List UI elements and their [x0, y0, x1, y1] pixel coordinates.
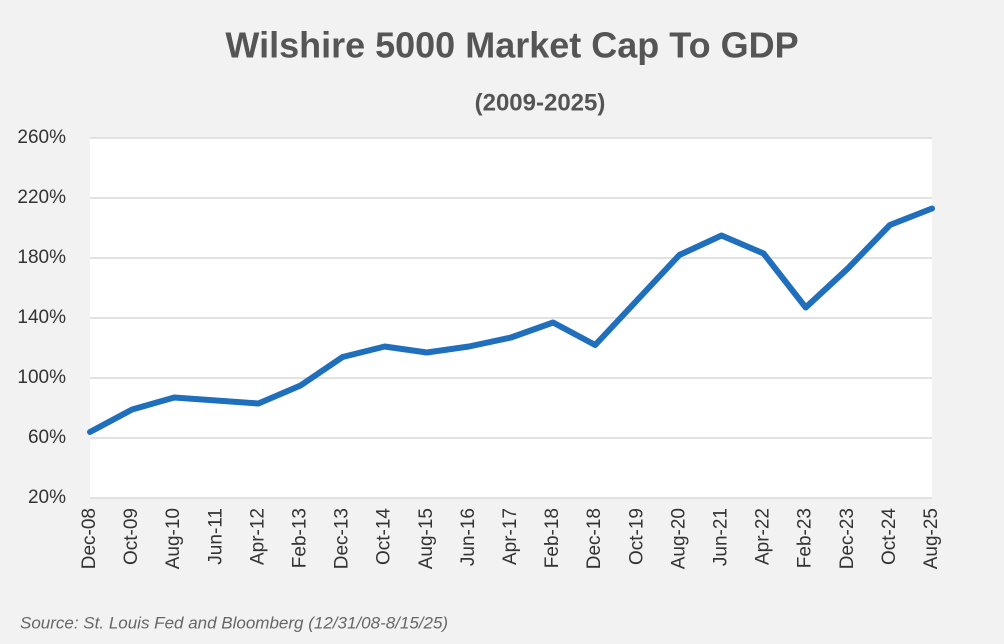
x-tick-label: Feb-18 — [542, 508, 563, 568]
y-tick-label: 140% — [17, 307, 66, 328]
y-tick-label: 20% — [28, 487, 66, 508]
chart-subtitle: (2009-2025) — [475, 89, 606, 116]
source-note: Source: St. Louis Fed and Bloomberg (12/… — [20, 613, 448, 632]
x-tick-label: Oct-19 — [626, 508, 647, 565]
x-tick-label: Feb-23 — [795, 508, 816, 568]
x-tick-label: Jun-16 — [458, 508, 479, 566]
x-tick-label: Jun-21 — [711, 508, 732, 566]
x-tick-label: Oct-09 — [121, 508, 142, 565]
x-tick-label: Aug-25 — [921, 508, 942, 569]
y-tick-label: 100% — [17, 367, 66, 388]
x-tick-label: Apr-12 — [247, 508, 268, 565]
y-tick-label: 180% — [17, 247, 66, 268]
x-tick-label: Dec-23 — [837, 508, 858, 569]
y-tick-label: 220% — [17, 187, 66, 208]
x-tick-label: Aug-20 — [668, 508, 689, 569]
x-tick-label: Apr-22 — [753, 508, 774, 565]
x-tick-label: Dec-18 — [584, 508, 605, 569]
chart-title: Wilshire 5000 Market Cap To GDP — [225, 25, 798, 66]
x-tick-label: Oct-14 — [374, 508, 395, 565]
y-tick-label: 260% — [17, 127, 66, 148]
x-tick-label: Feb-13 — [290, 508, 311, 568]
x-tick-label: Apr-17 — [500, 508, 521, 565]
y-tick-label: 60% — [28, 427, 66, 448]
x-tick-label: Dec-08 — [79, 508, 100, 569]
x-tick-label: Oct-24 — [879, 508, 900, 565]
x-tick-label: Aug-10 — [163, 508, 184, 569]
data-line — [87, 205, 935, 435]
x-tick-label: Aug-15 — [416, 508, 437, 569]
x-tick-label: Jun-11 — [205, 508, 226, 565]
x-tick-label: Dec-13 — [332, 508, 353, 569]
